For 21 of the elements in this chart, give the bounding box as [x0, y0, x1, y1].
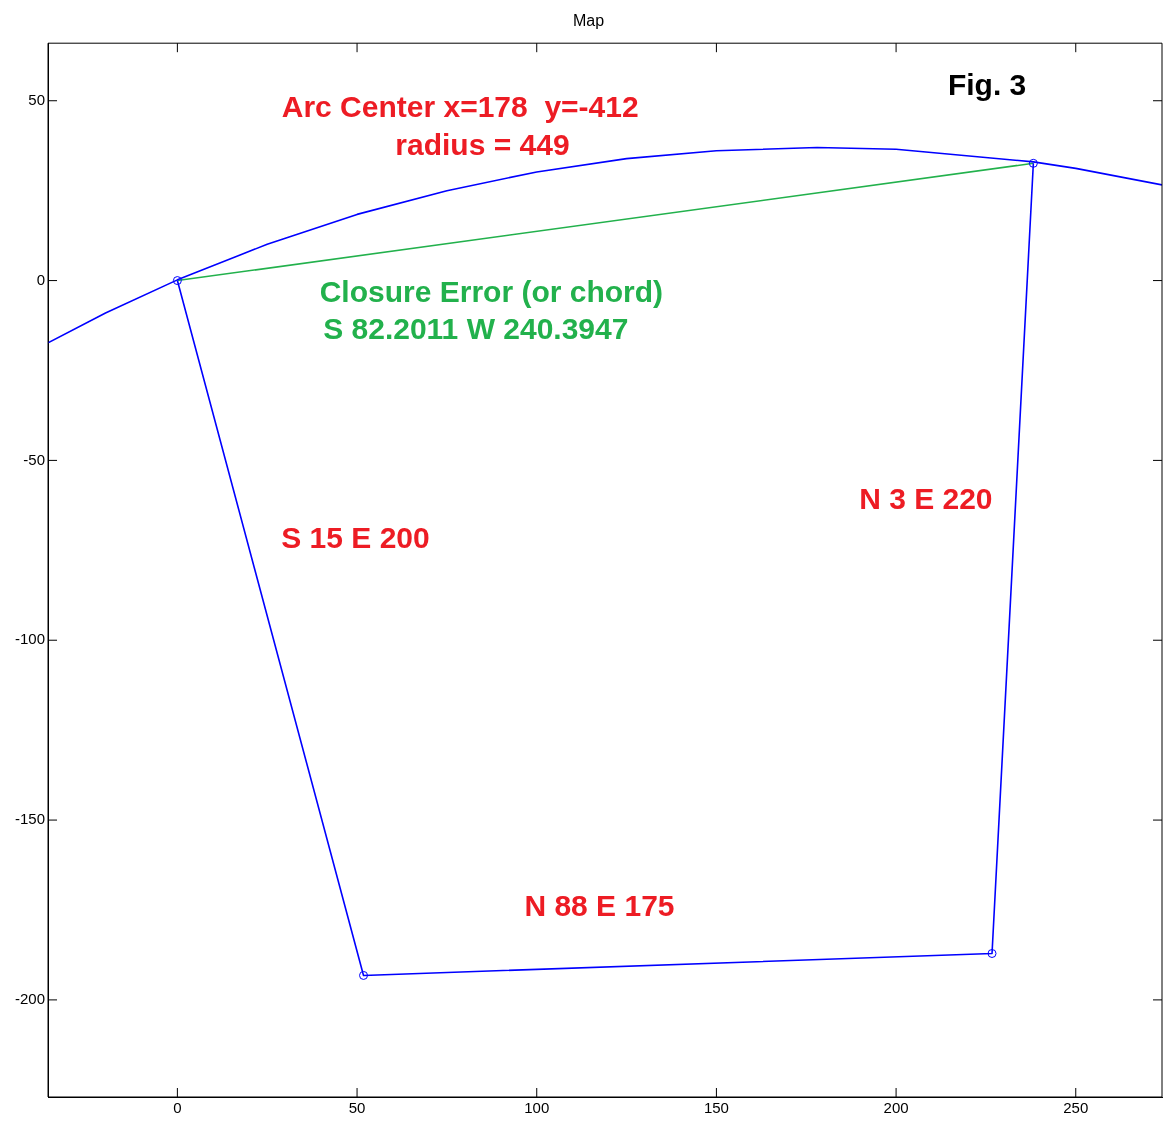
annotation: N 88 E 175 — [524, 888, 675, 922]
annotation: S 15 E 200 — [281, 520, 430, 554]
y-tick-label: 50 — [28, 90, 46, 108]
chart-title: Map — [572, 12, 605, 30]
x-tick-label: 200 — [883, 1099, 909, 1117]
y-tick-label: -150 — [14, 810, 46, 828]
y-tick-label: -50 — [23, 450, 46, 468]
y-tick-label: 0 — [36, 270, 46, 288]
annotation: Fig. 3 — [947, 68, 1027, 102]
annotation: Arc Center x=178 y=-412 — [281, 90, 639, 124]
x-tick-label: 150 — [703, 1099, 729, 1117]
x-tick-label: 100 — [524, 1099, 550, 1117]
annotation: radius = 449 — [395, 128, 570, 162]
x-tick-label: 50 — [348, 1099, 366, 1117]
annotation: S 82.2011 W 240.3947 — [323, 312, 629, 346]
annotation: N 3 E 220 — [859, 481, 993, 515]
x-tick-label: 250 — [1063, 1099, 1089, 1117]
x-tick-label: 0 — [173, 1099, 182, 1117]
y-tick-label: -200 — [14, 990, 46, 1008]
y-tick-label: -100 — [14, 630, 46, 648]
annotation: Closure Error (or chord) — [319, 275, 664, 309]
